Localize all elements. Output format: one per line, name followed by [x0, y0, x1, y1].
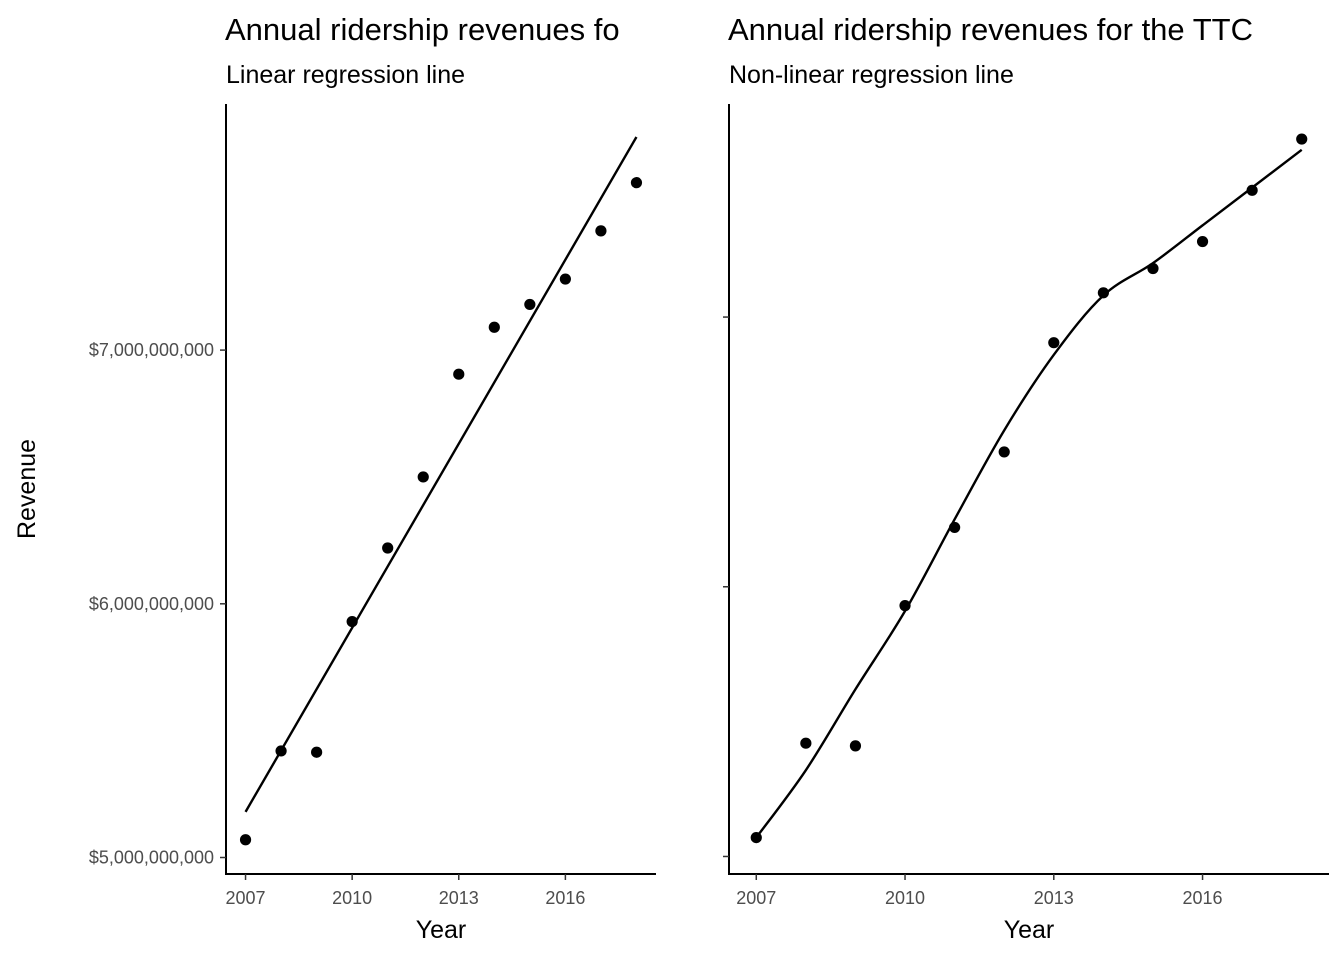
y-tick-label: $6,000,000,000 [89, 594, 214, 614]
x-tick-label: 2016 [1183, 888, 1223, 908]
data-point [899, 600, 911, 612]
x-tick-label: 2007 [226, 888, 266, 908]
y-axis-title: Revenue [13, 439, 41, 539]
data-point [1097, 287, 1109, 299]
right-nonlinear-regression-line [755, 148, 1303, 839]
x-tick-label: 2007 [736, 888, 776, 908]
right-panel: Annual ridership revenues for the TTC No… [723, 12, 1329, 944]
right-panel-title: Annual ridership revenues for the TTC [728, 12, 1253, 47]
right-y-ticks [723, 316, 729, 858]
data-point [239, 834, 252, 846]
x-tick-label: 2013 [439, 888, 479, 908]
data-point [800, 737, 812, 749]
x-tick-label: 2013 [1034, 888, 1074, 908]
left-data-points [239, 177, 643, 846]
data-point [1196, 235, 1209, 248]
y-tick-label: $7,000,000,000 [89, 340, 214, 360]
data-point [1296, 133, 1308, 145]
right-panel-subtitle: Non-linear regression line [729, 61, 1014, 89]
data-point [998, 446, 1010, 458]
y-tick-label: $5,000,000,000 [89, 848, 214, 868]
left-panel: Annual ridership revenues fo Linear regr… [13, 12, 656, 944]
data-point [453, 368, 465, 380]
right-x-ticks: 2007 2010 2013 2016 [736, 874, 1223, 908]
left-panel-title: Annual ridership revenues fo [225, 12, 620, 47]
data-point [488, 321, 500, 333]
data-point [949, 521, 961, 534]
x-tick-label: 2016 [545, 888, 585, 908]
data-point [1147, 262, 1159, 275]
data-point [849, 740, 862, 752]
left-x-ticks: 2007 2010 2013 2016 [226, 874, 585, 908]
left-y-ticks: $5,000,000,000 $6,000,000,000 $7,000,000,0… [89, 340, 226, 868]
data-point [417, 471, 429, 483]
left-x-axis-title: Year [416, 916, 467, 944]
data-point [1048, 337, 1060, 349]
data-point [346, 615, 358, 628]
data-point [382, 542, 394, 554]
data-point [524, 298, 536, 311]
data-point [1246, 184, 1258, 196]
data-point [750, 831, 762, 844]
data-point [275, 745, 287, 757]
data-point [630, 177, 643, 189]
right-x-axis-title: Year [1004, 916, 1055, 944]
data-point [311, 746, 323, 758]
data-point [559, 273, 571, 285]
left-panel-subtitle: Linear regression line [226, 61, 465, 89]
left-linear-regression-line [244, 136, 638, 813]
x-tick-label: 2010 [332, 888, 372, 908]
x-tick-label: 2010 [885, 888, 925, 908]
right-data-points [750, 133, 1308, 844]
data-point [595, 225, 607, 237]
